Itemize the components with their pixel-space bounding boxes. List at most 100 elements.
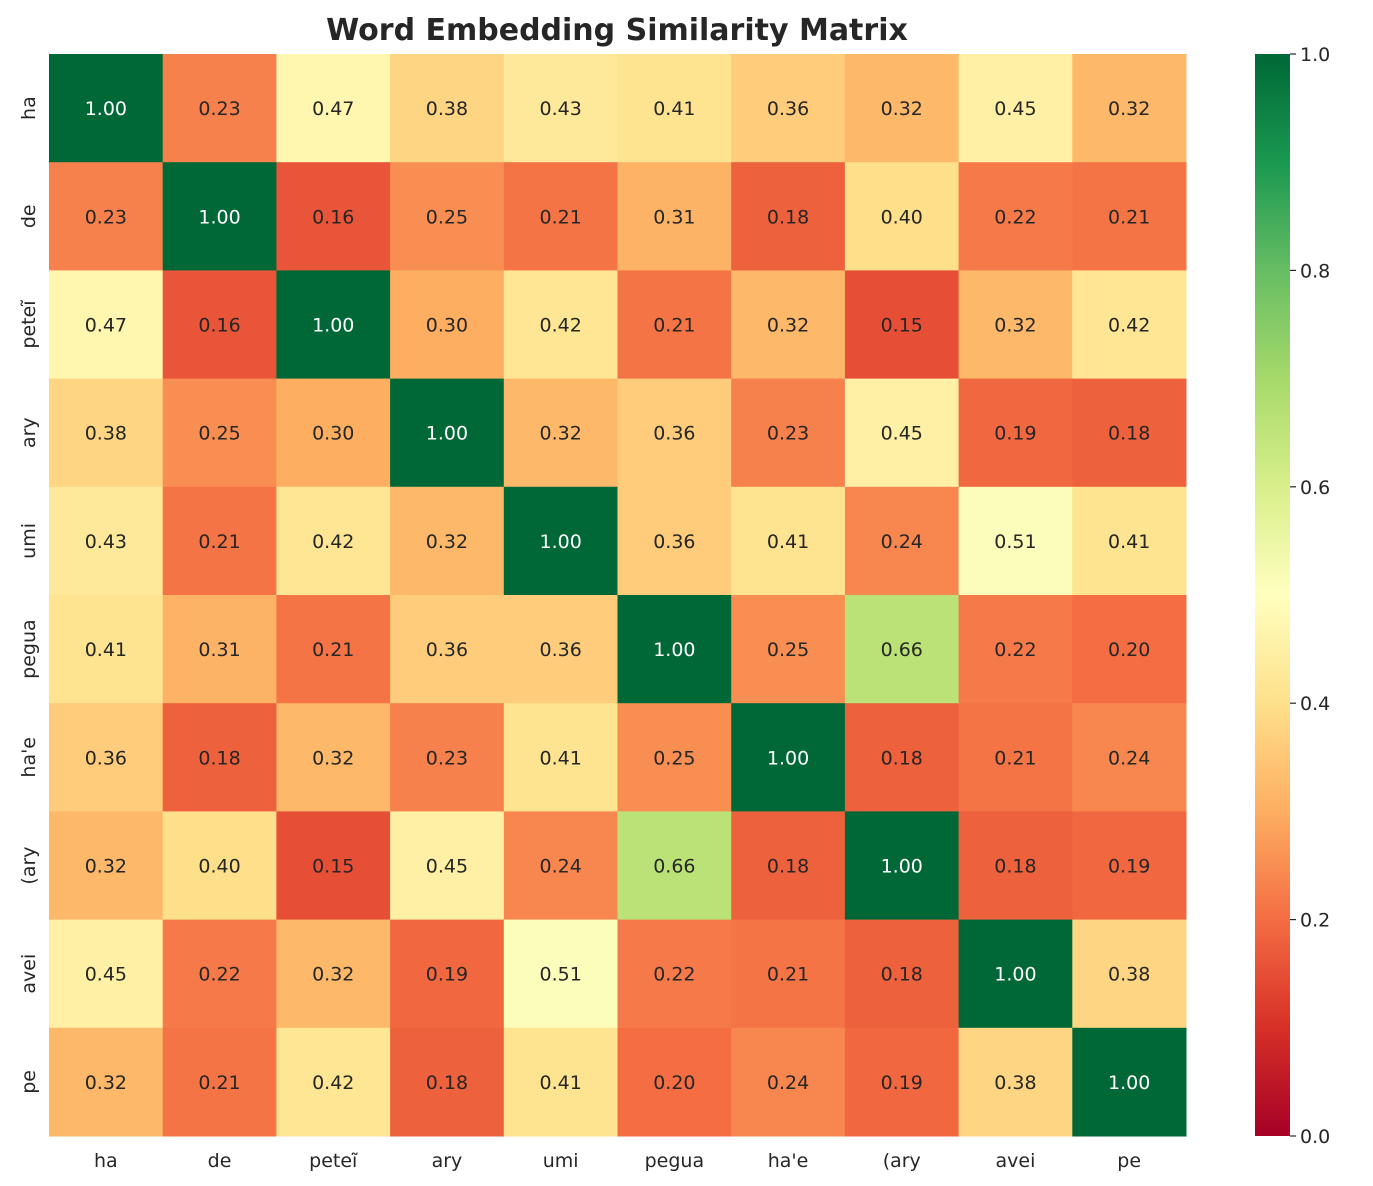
heatmap-cell — [1072, 486, 1187, 596]
heatmap-cell — [958, 595, 1073, 704]
cell-value-label: 0.41 — [653, 98, 695, 120]
y-tick-label: peteĩ — [18, 300, 40, 349]
cell-value-label: 0.42 — [312, 531, 354, 553]
heatmap-cell — [617, 378, 732, 488]
cell-value-label: 0.25 — [653, 747, 695, 769]
cell-value-label: 0.24 — [539, 856, 581, 878]
cell-value-label: 0.32 — [85, 856, 127, 878]
heatmap-cell — [617, 919, 732, 1029]
cell-value-label: 0.36 — [85, 747, 127, 769]
cell-value-label: 1.00 — [994, 964, 1036, 986]
cell-value-label: 0.47 — [312, 98, 354, 120]
heatmap-cell — [844, 811, 960, 921]
y-tick-label: ha'e — [18, 737, 40, 778]
cell-value-label: 0.18 — [767, 206, 809, 228]
heatmap-cell — [49, 54, 164, 163]
heatmap-cell — [958, 378, 1073, 488]
heatmap-cell — [390, 378, 505, 488]
cell-value-label: 0.23 — [426, 747, 468, 769]
heatmap-cell — [731, 162, 846, 271]
cell-value-label: 1.00 — [85, 98, 127, 120]
heatmap-cell — [617, 162, 732, 271]
cell-value-label: 0.66 — [881, 639, 923, 661]
cell-value-label: 0.16 — [312, 206, 354, 228]
heatmap-cell — [49, 595, 164, 704]
cell-value-label: 0.23 — [85, 206, 127, 228]
y-tick-label: avei — [18, 954, 40, 994]
cell-value-label: 0.18 — [767, 856, 809, 878]
cell-value-label: 0.24 — [881, 531, 923, 553]
heatmap-cell — [390, 703, 505, 812]
y-tick-label: ary — [18, 417, 40, 448]
heatmap-cell — [390, 919, 505, 1029]
heatmap-cell — [1072, 162, 1187, 271]
heatmap-cell — [617, 54, 732, 163]
heatmap-cell — [958, 703, 1073, 812]
x-tick-label: ha — [94, 1150, 118, 1172]
cell-value-label: 0.21 — [198, 531, 240, 553]
heatmap-cell — [617, 1027, 732, 1137]
cell-value-label: 0.41 — [85, 639, 127, 661]
heatmap-cell — [390, 270, 505, 380]
cell-value-label: 0.30 — [312, 423, 354, 445]
cell-value-label: 0.32 — [426, 531, 468, 553]
cell-value-label: 0.43 — [539, 98, 581, 120]
heatmap-cell — [731, 1027, 846, 1137]
cell-value-label: 0.21 — [198, 1072, 240, 1094]
colorbar-tick-label: 0.0 — [1300, 1126, 1330, 1148]
cell-value-label: 0.19 — [1108, 856, 1150, 878]
y-tick-label: (ary — [18, 846, 40, 884]
cell-value-label: 0.25 — [198, 423, 240, 445]
heatmap-cell — [844, 54, 960, 163]
heatmap-cell — [390, 811, 505, 921]
heatmap-cell — [731, 378, 846, 488]
heatmap-cell — [844, 162, 960, 271]
heatmap-cell — [844, 270, 960, 380]
cell-value-label: 0.32 — [1108, 98, 1150, 120]
cell-value-label: 0.42 — [312, 1072, 354, 1094]
cell-value-label: 0.21 — [767, 964, 809, 986]
heatmap-cell — [276, 811, 391, 921]
cell-value-label: 0.21 — [312, 639, 354, 661]
heatmap-cell — [49, 162, 164, 271]
cell-value-label: 0.18 — [426, 1072, 468, 1094]
heatmap-cell — [162, 270, 277, 380]
cell-value-label: 0.24 — [1108, 747, 1150, 769]
cell-value-label: 0.31 — [198, 639, 240, 661]
heatmap-cell — [162, 919, 277, 1029]
y-tick-label: ha — [18, 96, 40, 120]
colorbar-tick-label: 0.8 — [1300, 260, 1330, 282]
heatmap-cell — [276, 595, 391, 704]
heatmap-cell — [958, 270, 1073, 380]
heatmap-cell — [844, 595, 960, 704]
heatmap-cell — [1072, 811, 1187, 921]
cell-value-label: 0.20 — [653, 1072, 695, 1094]
heatmap-cell — [503, 486, 618, 596]
heatmap-cell — [390, 486, 505, 596]
cell-value-label: 0.21 — [994, 747, 1036, 769]
cell-value-label: 0.32 — [767, 315, 809, 337]
cell-value-label: 0.36 — [653, 423, 695, 445]
heatmap-cells: 1.00 0.23 0.47 0.38 0.43 0.41 0.36 0.32 0.45 0.32… — [49, 54, 1187, 1137]
heatmap-cell — [731, 811, 846, 921]
heatmap-cell — [844, 1027, 960, 1137]
cell-value-label: 0.22 — [994, 206, 1036, 228]
heatmap-cell — [503, 811, 618, 921]
cell-value-label: 0.31 — [653, 206, 695, 228]
cell-value-label: 0.19 — [426, 964, 468, 986]
cell-value-label: 0.32 — [312, 964, 354, 986]
cell-value-label: 1.00 — [881, 856, 923, 878]
cell-value-label: 0.51 — [994, 531, 1036, 553]
cell-value-label: 0.18 — [881, 747, 923, 769]
heatmap-cell — [276, 919, 391, 1029]
cell-value-label: 1.00 — [1108, 1072, 1150, 1094]
heatmap-cell — [162, 595, 277, 704]
cell-value-label: 0.30 — [426, 315, 468, 337]
heatmap-cell — [503, 54, 618, 163]
x-tick-label: pegua — [645, 1150, 705, 1172]
heatmap-cell — [276, 162, 391, 271]
heatmap-cell — [503, 162, 618, 271]
cell-value-label: 0.21 — [653, 315, 695, 337]
heatmap-cell — [958, 1027, 1073, 1137]
